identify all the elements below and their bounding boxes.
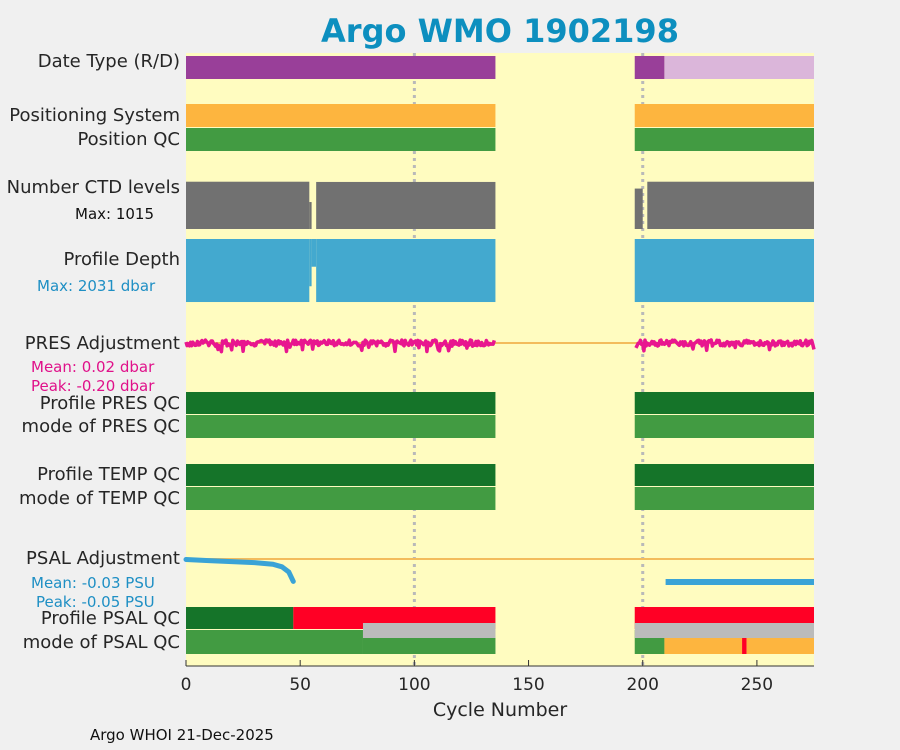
- row-label-date-type: Date Type (R/D): [37, 51, 180, 72]
- segment-mode-psal-qc: [186, 630, 363, 654]
- row-label-profile-psal-qc: Profile PSAL QC: [40, 608, 180, 629]
- ctd-levels-max: Max: 1015: [75, 205, 155, 223]
- ctd-levels-bar: [186, 181, 310, 229]
- segment-date-type: [664, 56, 814, 79]
- segment-mode-psal-qc: [362, 638, 496, 654]
- x-tick-label: 200: [626, 675, 659, 695]
- row-label-mode-psal-qc: mode of PSAL QC: [22, 632, 180, 653]
- pres-adjustment-mean: Mean: 0.02 dbar: [31, 358, 155, 376]
- profile-depth-bar: [316, 239, 496, 303]
- pres-adjustment-series: [184, 338, 496, 354]
- segment-profile-pres-qc: [186, 392, 496, 414]
- row-label-positioning-system: Positioning System: [9, 105, 180, 126]
- x-axis-label: Cycle Number: [432, 699, 568, 721]
- profile-depth-bar: [309, 239, 312, 287]
- row-label-profile-pres-qc: Profile PRES QC: [39, 393, 180, 414]
- segment-profile-temp-qc: [634, 464, 814, 486]
- row-label-position-qc: Position QC: [77, 129, 180, 150]
- segment-mode-psal-qc: [362, 623, 496, 638]
- ctd-levels-bar: [634, 188, 643, 229]
- segment-mode-psal-qc: [742, 630, 747, 654]
- segment-position-qc: [186, 128, 496, 151]
- pres-adjustment-peak: Peak: -0.20 dbar: [31, 377, 155, 395]
- row-label-pres-adjustment: PRES Adjustment: [24, 333, 180, 354]
- segment-positioning-system: [634, 104, 814, 127]
- pres-adjustment-series: [634, 338, 816, 353]
- ctd-levels-bar: [647, 181, 814, 229]
- psal-adjustment-series: [183, 557, 296, 584]
- segment-positioning-system: [186, 104, 496, 127]
- x-tick-label: 250: [740, 675, 774, 695]
- segment-mode-pres-qc: [634, 415, 814, 438]
- segment-mode-temp-qc: [634, 487, 814, 510]
- row-label-profile-temp-qc: Profile TEMP QC: [37, 464, 180, 485]
- row-label-mode-temp-qc: mode of TEMP QC: [18, 488, 180, 509]
- segment-mode-temp-qc: [186, 487, 496, 510]
- psal-adjustment-mean: Mean: -0.03 PSU: [31, 574, 155, 592]
- footer-credit: Argo WHOI 21-Dec-2025: [90, 726, 274, 744]
- segment-profile-psal-qc: [186, 607, 294, 629]
- plot-background: [186, 53, 814, 666]
- psal-adjustment-peak: Peak: -0.05 PSU: [36, 593, 155, 611]
- segment-date-type: [186, 56, 496, 79]
- profile-depth-bar: [311, 239, 317, 267]
- segment-profile-temp-qc: [186, 464, 496, 486]
- x-tick-label: 50: [289, 675, 312, 695]
- segment-profile-pres-qc: [634, 392, 814, 414]
- segment-mode-psal-qc: [634, 623, 814, 638]
- segment-position-qc: [634, 128, 814, 151]
- x-tick-label: 100: [398, 675, 431, 695]
- segment-date-type: [634, 56, 665, 79]
- row-label-mode-pres-qc: mode of PRES QC: [21, 416, 180, 437]
- x-tick-label: 0: [180, 675, 192, 695]
- row-label-ctd-levels: Number CTD levels: [6, 177, 180, 198]
- ctd-levels-bar: [309, 202, 312, 229]
- x-tick-label: 150: [512, 675, 545, 695]
- segment-mode-pres-qc: [186, 415, 496, 438]
- chart-title: Argo WMO 1902198: [321, 12, 679, 50]
- profile-depth-max: Max: 2031 dbar: [37, 277, 156, 295]
- row-label-psal-adjustment: PSAL Adjustment: [25, 548, 180, 569]
- row-label-profile-depth: Profile Depth: [63, 249, 180, 270]
- ctd-levels-bar: [316, 181, 496, 229]
- profile-depth-bar: [634, 239, 814, 303]
- profile-depth-bar: [186, 239, 310, 303]
